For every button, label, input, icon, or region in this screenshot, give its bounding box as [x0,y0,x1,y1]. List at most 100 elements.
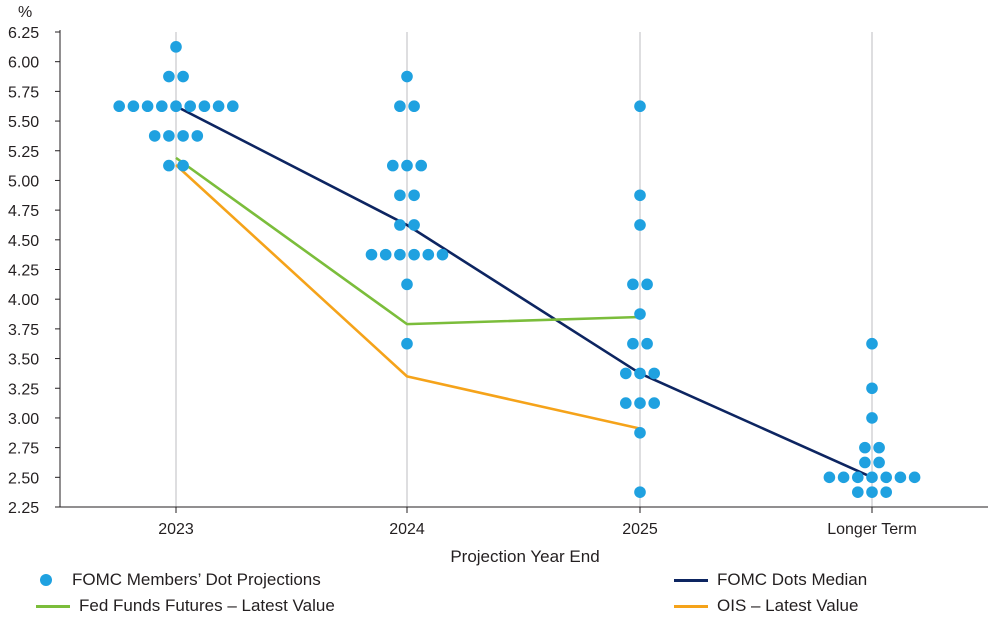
dot-projection [634,308,646,320]
legend-ois-swatch [674,604,708,608]
dot-projection [634,100,646,113]
dot-projection [408,219,420,231]
y-tick-label: 5.75 [8,84,39,101]
y-tick-label: 4.25 [8,263,39,280]
dot-projection [634,219,646,231]
dot-projection [859,456,871,469]
dot-projection [627,337,639,350]
legend-futures-swatch [36,604,70,608]
y-tick-label: 4.50 [8,233,39,250]
dot-projection [852,471,864,484]
x-axis-title: Projection Year End [450,547,599,566]
dot-projection [408,100,420,113]
legend-label-median: FOMC Dots Median [717,570,868,589]
y-tick-label: 4.00 [8,292,39,309]
dot-projection [365,248,378,261]
legend-dot-swatch [40,574,52,586]
legend-item-ois: OIS – Latest Value [674,593,867,619]
dot-projection [401,278,413,291]
dot-projection [170,41,182,53]
dot-projection [880,471,892,484]
dot-projection [873,441,885,454]
legend-label-dots: FOMC Members’ Dot Projections [72,570,321,589]
dot-projection [852,486,864,498]
dot-projection [866,382,878,395]
y-tick-label: 2.50 [8,470,39,487]
series-line-0 [175,105,873,479]
x-tick-label: Longer Term [827,521,917,538]
dot-projection [408,248,420,261]
dot-projection [415,159,428,172]
y-tick-label: 2.25 [8,500,39,517]
dot-projection [156,100,168,113]
y-tick-label: 3.25 [8,381,39,398]
dot-projection [379,248,392,261]
legend-left: FOMC Members’ Dot Projections Fed Funds … [36,567,335,619]
dot-projection [873,456,885,469]
dot-projection [866,486,878,498]
dot-projection [634,367,646,380]
dot-projection [859,441,871,454]
dot-projection [894,471,907,484]
x-tick-label: 2024 [389,521,425,538]
legend-item-dots: FOMC Members’ Dot Projections [36,567,335,593]
series-line-2 [175,164,641,430]
dot-projection [113,100,125,113]
y-tick-label: 2.75 [8,441,39,458]
dot-projection [177,70,189,83]
dot-projection [620,397,632,409]
legend-item-futures: Fed Funds Futures – Latest Value [36,593,335,619]
dot-projection [163,130,175,142]
dot-projection [627,278,639,291]
dot-projection [394,248,406,261]
dot-projection [422,248,435,261]
dot-projection [401,70,413,83]
dot-projection [387,159,399,172]
dot-projection [436,248,449,261]
dot-projection [141,100,154,113]
y-tick-label: 6.25 [8,25,39,42]
dot-projection [227,100,239,113]
dot-projection [408,189,420,202]
dot-projection [177,159,189,172]
dot-projection [823,471,836,484]
dot-projection [837,471,850,484]
dot-projection [648,397,660,409]
y-tick-label: 3.50 [8,352,39,369]
dot-projection [880,486,892,498]
dot-projection [198,100,211,113]
y-tick-label: 3.75 [8,322,39,339]
y-tick-label: 6.00 [8,55,39,72]
legend-right: FOMC Dots Median OIS – Latest Value [674,567,867,619]
dot-projection [163,70,175,83]
dot-projection [401,159,413,172]
dot-projection [394,189,406,202]
legend-label-futures: Fed Funds Futures – Latest Value [79,596,335,615]
series-lines [175,105,873,479]
dot-projection [634,397,646,409]
dot-plot-chart: 2.25 2.50 2.75 3.00 3.25 3.50 3.75 4.00 4.25 4.50… [8,4,988,566]
y-tick-label: 3.00 [8,411,39,428]
dot-projection [641,278,653,291]
x-tick-label: 2025 [622,521,658,538]
legend-label-ois: OIS – Latest Value [717,596,859,615]
dot-projection [866,337,878,350]
dot-projection [148,130,161,142]
y-tick-label: 4.75 [8,203,39,220]
dot-projection [620,367,632,380]
dot-projection [177,130,189,142]
axes: 2.25 2.50 2.75 3.00 3.25 3.50 3.75 4.00 4.25 4.50… [8,25,988,538]
dot-projection [184,100,196,113]
dot-projections [113,41,921,498]
legend-median-swatch [674,578,708,582]
dot-projection [866,471,878,484]
x-tick-label: 2023 [158,521,194,538]
dot-projection [163,159,175,172]
y-tick-label: 5.25 [8,144,39,161]
series-line-1 [175,156,641,326]
y-tick-label: 5.50 [8,114,39,131]
dot-projection [401,337,413,350]
dot-projection [648,367,660,380]
dot-projection [908,471,921,484]
dot-projection [634,189,646,202]
